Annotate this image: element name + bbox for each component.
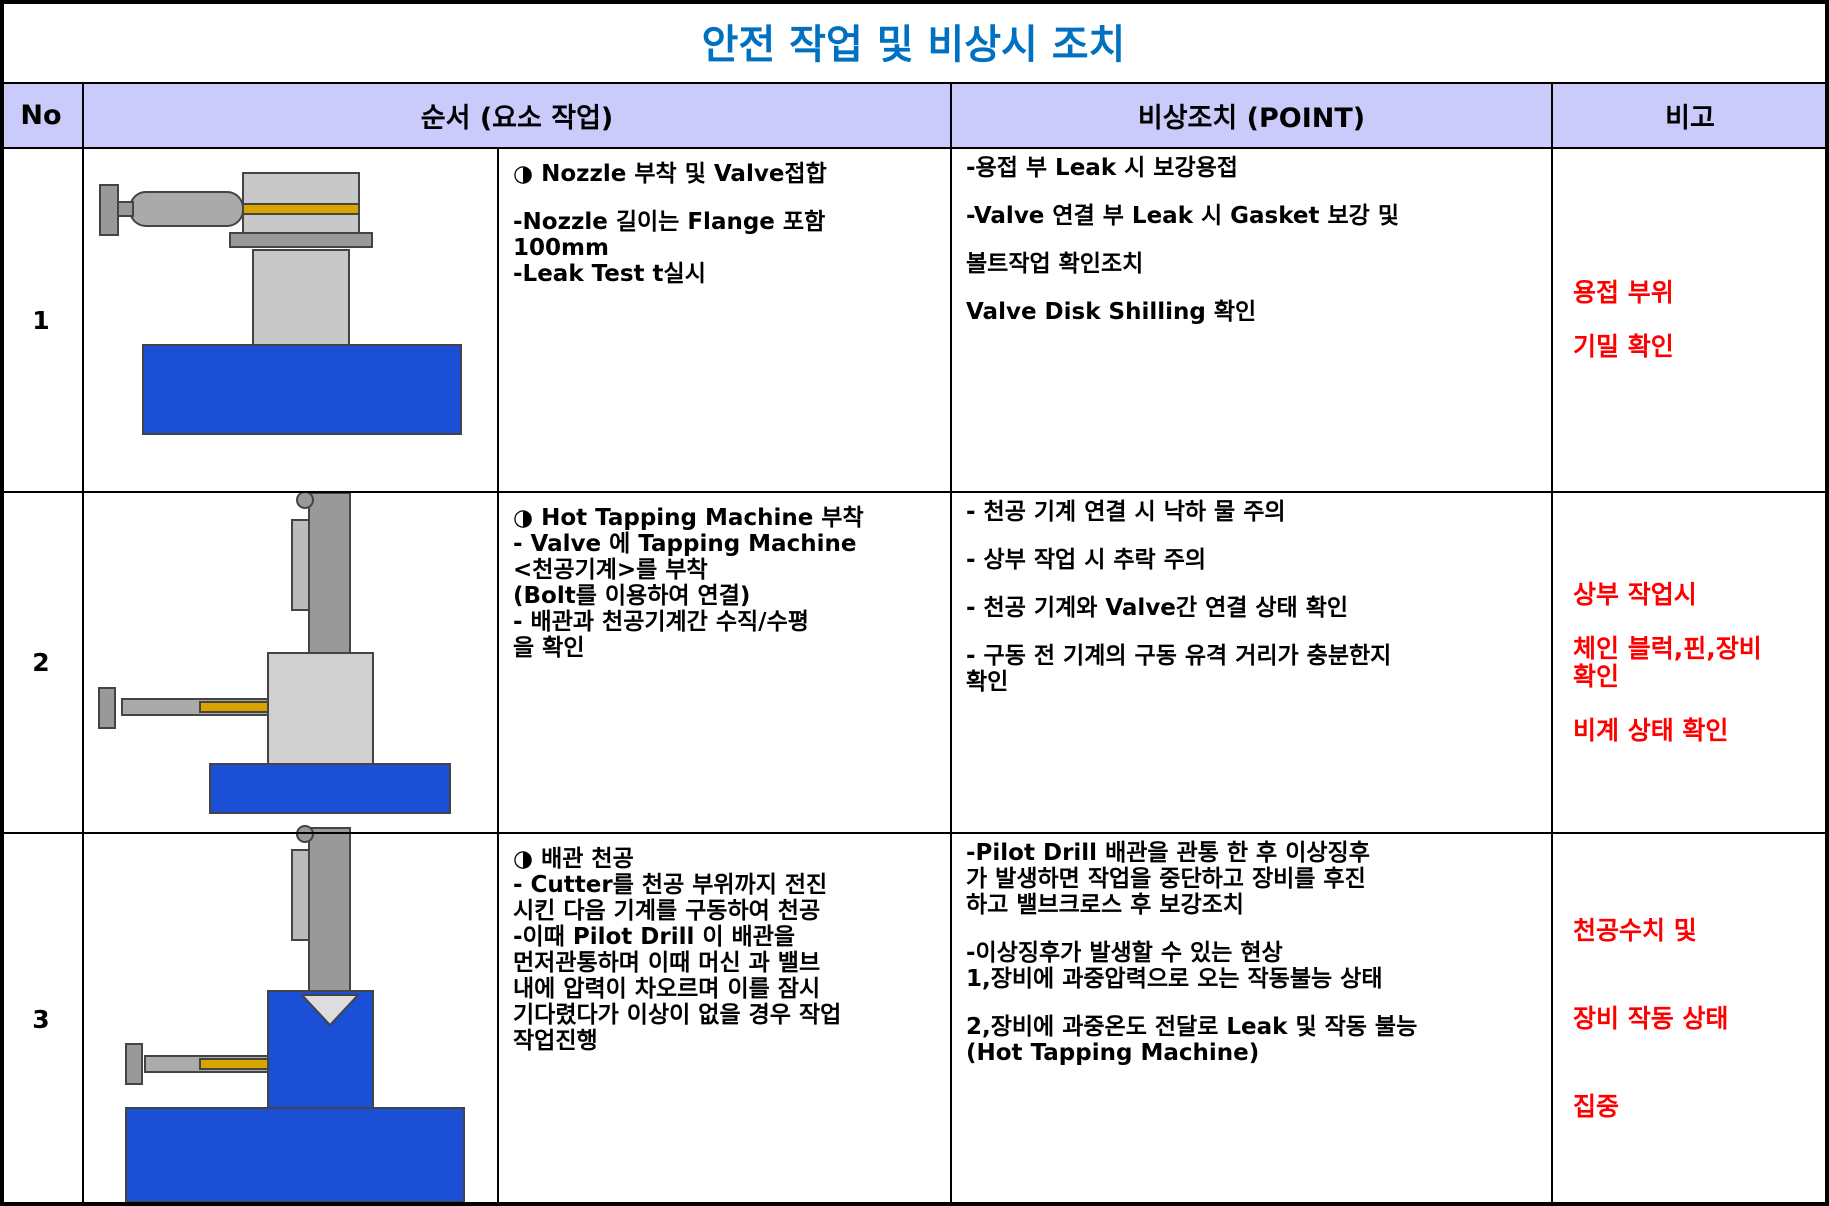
- point-line: 볼트작업 확인조치: [966, 251, 1144, 277]
- row-number: 3: [0, 834, 84, 1206]
- point-line: - 구동 전 기계의 구동 유격 거리가 충분한지 확인: [966, 643, 1392, 695]
- point-text: -용접 부 Leak 시 보강용접 -Valve 연결 부 Leak 시 Gask…: [952, 149, 1553, 493]
- point-line: Valve Disk Shilling 확인: [966, 299, 1257, 325]
- header-cell: No: [0, 84, 84, 149]
- header-cell: 순서 (요소 작업): [84, 84, 952, 149]
- step-text: ◑ 배관 천공 - Cutter를 천공 부위까지 전진 시킨 다음 기계를 구…: [499, 834, 952, 1206]
- remark-line: 장비 작동 상태: [1573, 1004, 1729, 1033]
- image-cell: [84, 834, 499, 1206]
- step-line: ◑ Hot Tapping Machine 부착 - Valve 에 Tappi…: [513, 505, 864, 661]
- step-line: ◑ Nozzle 부착 및 Valve접합: [513, 161, 827, 187]
- row-number: 1: [0, 149, 84, 493]
- point-line: -Pilot Drill 배관을 관통 한 후 이상징후 가 발생하면 작업을 …: [966, 840, 1370, 918]
- remark-line: 체인 블럭,핀,장비 확인: [1573, 633, 1762, 691]
- point-line: - 상부 작업 시 추락 주의: [966, 547, 1207, 573]
- row-number: 2: [0, 493, 84, 834]
- header-cell: 비고: [1553, 84, 1829, 149]
- remark-line: 비계 상태 확인: [1573, 715, 1729, 745]
- remark-line: 상부 작업시: [1573, 579, 1697, 609]
- step-line: ◑ 배관 천공 - Cutter를 천공 부위까지 전진 시킨 다음 기계를 구…: [513, 846, 842, 1054]
- image-cell: [84, 493, 499, 834]
- remark-line: 집중: [1573, 1092, 1620, 1121]
- point-line: - 천공 기계와 Valve간 연결 상태 확인: [966, 595, 1349, 621]
- step-text: ◑ Nozzle 부착 및 Valve접합 -Nozzle 길이는 Flange …: [499, 149, 952, 493]
- valve-drawing-2: [98, 491, 451, 814]
- remark-line: 천공수치 및: [1573, 916, 1697, 945]
- valve-drawing-1: [99, 172, 462, 435]
- remark-line: 기밀 확인: [1573, 332, 1674, 361]
- valve-drawing-3: [125, 825, 465, 1203]
- remark-line: 용접 부위: [1573, 278, 1674, 307]
- image-cell: [84, 149, 499, 493]
- header-cell: 비상조치 (POINT): [952, 84, 1553, 149]
- point-line: -용접 부 Leak 시 보강용접: [966, 155, 1238, 181]
- point-line: -Valve 연결 부 Leak 시 Gasket 보강 및: [966, 203, 1400, 229]
- point-line: -이상징후가 발생할 수 있는 현상 1,장비에 과중압력으로 오는 작동불능 …: [966, 940, 1383, 992]
- point-line: 2,장비에 과중온도 전달로 Leak 및 작동 불능 (Hot Tapping…: [966, 1014, 1418, 1066]
- point-line: - 천공 기계 연결 시 낙하 물 주의: [966, 499, 1286, 525]
- point-text: -Pilot Drill 배관을 관통 한 후 이상징후 가 발생하면 작업을 …: [952, 834, 1553, 1206]
- point-text: - 천공 기계 연결 시 낙하 물 주의 - 상부 작업 시 추락 주의 - 천공 …: [952, 493, 1553, 834]
- title: 안전 작업 및 비상시 조치: [0, 0, 1829, 84]
- step-text: ◑ Hot Tapping Machine 부착 - Valve 에 Tappi…: [499, 493, 952, 834]
- step-line: -Nozzle 길이는 Flange 포함 100mm -Leak Test t…: [513, 209, 826, 287]
